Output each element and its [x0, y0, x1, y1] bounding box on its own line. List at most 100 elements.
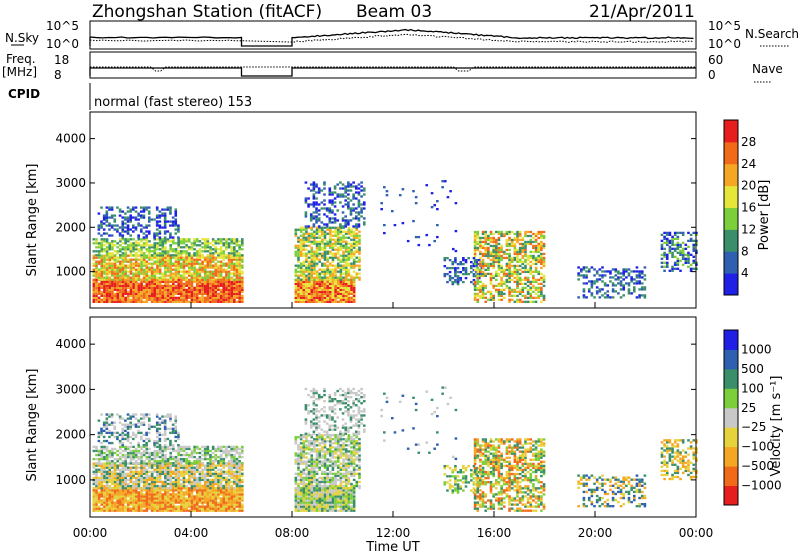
power-cell — [214, 294, 218, 297]
power-cell — [508, 298, 511, 301]
velocity-cell — [97, 482, 101, 486]
power-cell — [307, 270, 311, 273]
power-cell — [347, 226, 351, 229]
power-cell — [326, 284, 329, 288]
power-cell — [225, 242, 228, 245]
velocity-cell — [132, 489, 135, 492]
power-cell — [225, 300, 228, 303]
velocity-cell — [190, 493, 194, 496]
velocity-cell — [113, 491, 117, 494]
velocity-cell — [166, 505, 170, 508]
power-cell — [172, 294, 175, 297]
power-cell — [500, 256, 503, 260]
power-cell — [217, 242, 220, 245]
power-cell — [209, 298, 212, 301]
power-cell — [177, 276, 180, 279]
power-cell — [161, 284, 165, 288]
colorbar-swatch — [724, 185, 738, 208]
power-cell — [193, 288, 196, 292]
power-cell — [150, 254, 154, 257]
power-cell — [355, 236, 359, 239]
power-cell — [171, 224, 175, 227]
power-cell — [105, 210, 109, 213]
power-cell — [297, 286, 300, 290]
velocity-cell — [142, 482, 146, 486]
power-cell — [315, 201, 318, 204]
power-cell — [481, 244, 485, 248]
power-cell — [315, 219, 318, 222]
power-cell — [201, 300, 204, 303]
power-cell — [145, 208, 148, 211]
velocity-cell — [174, 472, 178, 475]
power-cell — [323, 193, 326, 196]
power-cell — [635, 274, 639, 277]
power-cell — [323, 232, 327, 235]
velocity-cell — [108, 474, 112, 478]
power-cell — [182, 290, 186, 294]
power-cell — [190, 244, 194, 247]
power-cell — [97, 226, 101, 229]
velocity-cell — [182, 493, 186, 496]
power-cell — [193, 294, 196, 297]
velocity-cell — [166, 503, 170, 506]
velocity-cell — [177, 474, 180, 478]
velocity-cell — [219, 491, 223, 494]
power-cell — [334, 286, 337, 290]
velocity-cell — [108, 493, 112, 496]
velocity-cell — [100, 468, 104, 471]
power-cell — [137, 292, 141, 295]
power-cell — [542, 274, 546, 278]
power-cell — [619, 272, 623, 275]
velocity-cell — [100, 493, 104, 496]
power-cell — [339, 284, 343, 288]
power-cell — [163, 222, 167, 225]
power-cell — [174, 262, 178, 265]
power-cell — [201, 290, 204, 294]
power-cell — [214, 300, 218, 303]
power-cell — [132, 296, 135, 299]
power-cell — [357, 205, 361, 208]
velocity-cell — [172, 503, 175, 506]
power-cell — [349, 219, 353, 222]
power-cell — [164, 298, 167, 301]
velocity-cell — [97, 505, 101, 508]
velocity-cell — [142, 505, 146, 508]
power-cell — [299, 270, 303, 273]
power-cell — [92, 268, 96, 271]
power-cell — [137, 236, 140, 239]
velocity-cell — [150, 491, 154, 494]
power-cell — [174, 222, 178, 225]
power-cell — [352, 262, 356, 265]
power-cell — [505, 266, 509, 270]
velocity-cell — [116, 482, 119, 486]
power-cell — [166, 240, 170, 243]
power-cell — [537, 230, 541, 234]
power-cell — [350, 282, 353, 286]
velocity-cell — [153, 509, 157, 512]
velocity-cell — [148, 482, 151, 486]
power-cell — [681, 253, 685, 256]
power-cell — [119, 300, 122, 303]
power-cell — [534, 260, 538, 264]
power-cell — [313, 262, 316, 265]
power-cell — [158, 252, 162, 255]
power-cell — [310, 234, 314, 237]
power-cell — [331, 203, 334, 206]
power-cell — [310, 246, 314, 249]
velocity-cell — [119, 501, 122, 504]
power-cell — [310, 292, 314, 295]
velocity-cell — [227, 505, 231, 508]
power-cell — [516, 298, 519, 301]
power-cell — [108, 272, 112, 275]
power-cell — [326, 260, 329, 263]
power-cell — [352, 232, 356, 235]
power-cell — [235, 288, 239, 292]
power-cell — [227, 278, 231, 281]
power-cell — [354, 217, 358, 220]
velocity-cell — [108, 499, 112, 502]
velocity-cell — [203, 509, 207, 512]
power-cell — [297, 294, 300, 297]
power-cell — [516, 268, 519, 272]
velocity-cell — [164, 468, 167, 471]
power-cell — [526, 280, 530, 284]
